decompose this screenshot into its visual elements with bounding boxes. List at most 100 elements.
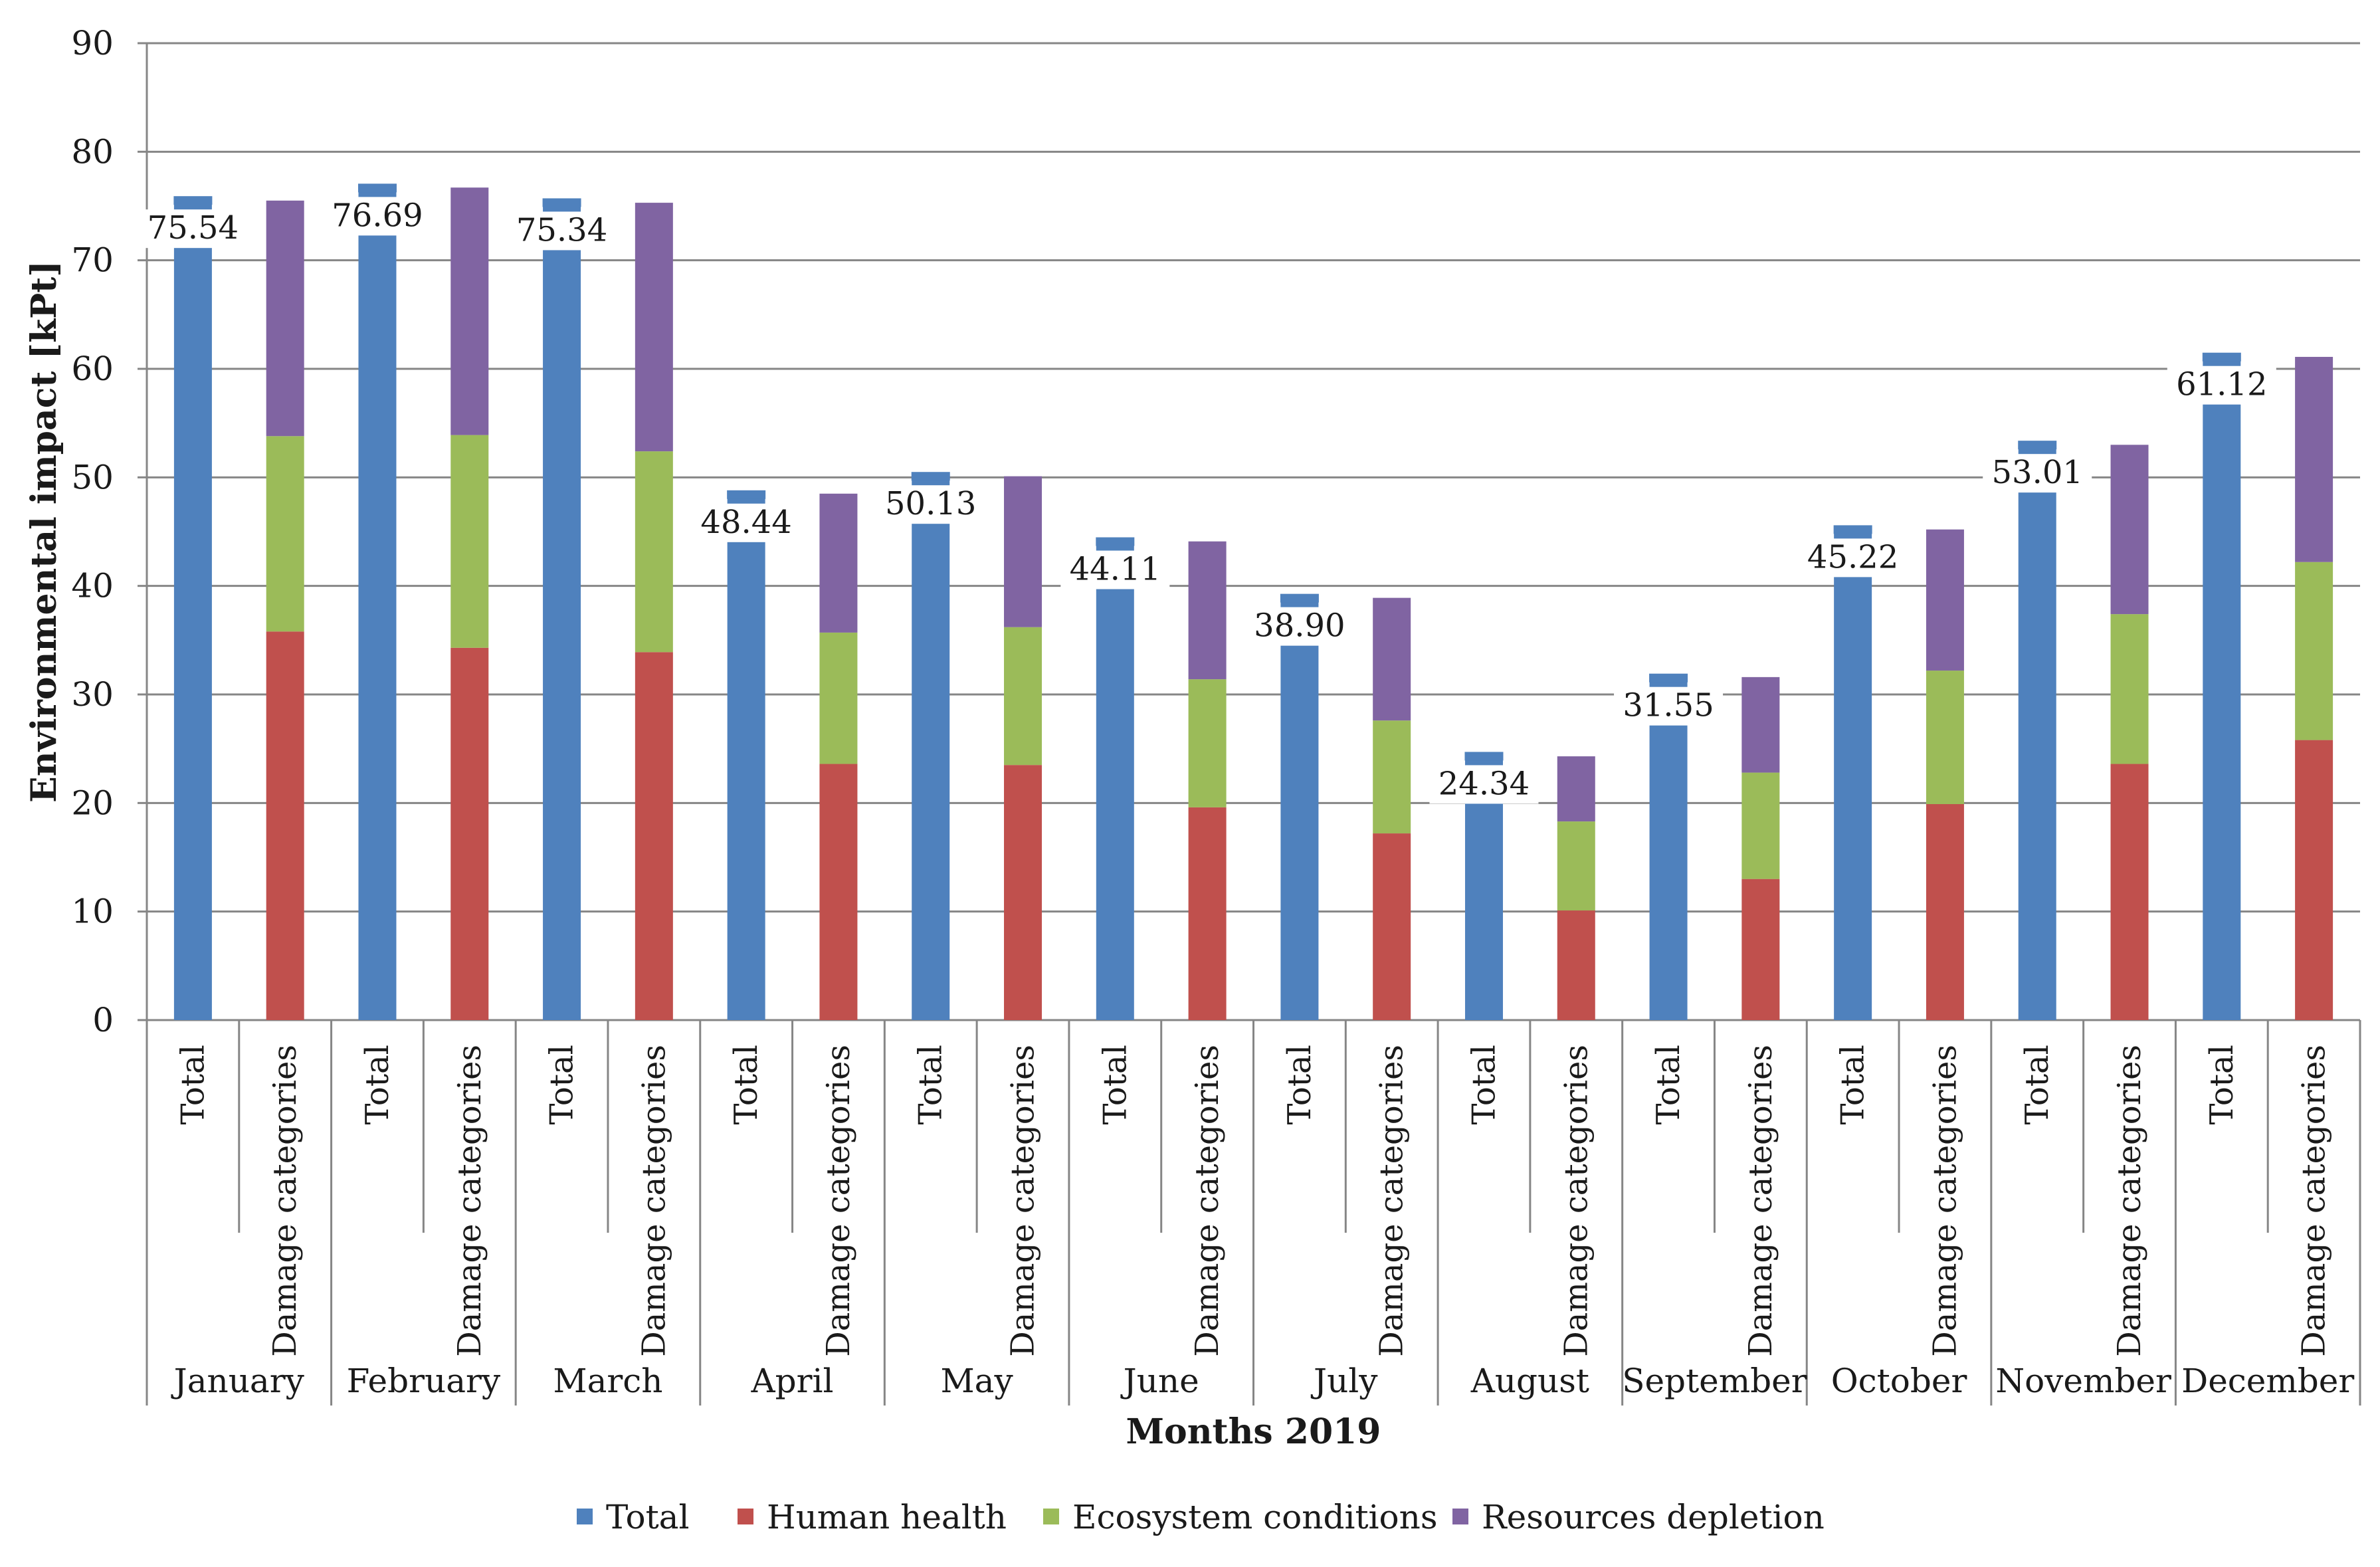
y-tick-label-80: 80 <box>71 132 114 171</box>
bar-resources-depletion-september <box>1741 677 1780 773</box>
x-label-damage-july: Damage categories <box>1373 1045 1411 1357</box>
bar-human-health-august <box>1557 910 1595 1020</box>
x-label-total-june: Total <box>1096 1045 1134 1124</box>
data-label-bg-january <box>138 209 248 249</box>
bar-human-health-october <box>1926 803 1964 1020</box>
y-tick-label-40: 40 <box>71 567 114 605</box>
legend-label-ecosystem-conditions: Ecosystem conditions <box>1072 1498 1438 1536</box>
x-axis-title: Months 2019 <box>1126 1411 1381 1452</box>
data-label-bg-april <box>692 503 801 542</box>
data-label-december: 61.12 <box>2176 366 2267 403</box>
x-label-total-march: Total <box>544 1045 581 1124</box>
bar-ecosystem-conditions-february <box>450 435 489 648</box>
x-label-total-january: Total <box>174 1045 211 1124</box>
bar-resources-depletion-march <box>635 203 673 452</box>
month-label-august: August <box>1470 1362 1589 1400</box>
bar-human-health-june <box>1188 807 1227 1020</box>
bar-human-health-december <box>2295 740 2333 1020</box>
x-label-damage-june: Damage categories <box>1189 1045 1226 1357</box>
x-label-damage-october: Damage categories <box>1926 1045 1963 1357</box>
data-label-bg-may <box>876 485 985 524</box>
y-tick-label-20: 20 <box>71 784 114 822</box>
bar-human-health-september <box>1741 879 1780 1020</box>
data-label-february: 76.69 <box>332 197 423 234</box>
x-label-damage-march: Damage categories <box>635 1045 672 1357</box>
bar-ecosystem-conditions-march <box>635 451 673 653</box>
month-label-july: July <box>1310 1362 1378 1400</box>
bar-ecosystem-conditions-september <box>1741 772 1780 879</box>
data-label-october: 45.22 <box>1807 538 1898 575</box>
x-label-damage-may: Damage categories <box>1005 1045 1042 1357</box>
month-label-june: June <box>1120 1362 1199 1400</box>
data-label-bg-october <box>1798 538 1908 577</box>
total-marker-july <box>1280 593 1319 603</box>
data-label-may: 50.13 <box>885 485 976 522</box>
x-label-total-may: Total <box>912 1045 949 1124</box>
x-label-damage-january: Damage categories <box>266 1045 304 1357</box>
bar-resources-depletion-august <box>1557 756 1595 822</box>
x-label-damage-november: Damage categories <box>2111 1045 2148 1357</box>
month-label-january: January <box>171 1362 305 1400</box>
legend-label-resources-depletion: Resources depletion <box>1482 1498 1825 1536</box>
bar-total-july <box>1280 597 1319 1020</box>
data-label-november: 53.01 <box>1992 454 2083 491</box>
y-tick-label-10: 10 <box>71 892 114 931</box>
total-marker-april <box>727 490 766 499</box>
total-marker-february <box>357 183 397 193</box>
bar-ecosystem-conditions-june <box>1188 679 1227 807</box>
bar-resources-depletion-november <box>2110 445 2149 615</box>
total-marker-september <box>1649 673 1688 682</box>
bar-resources-depletion-may <box>1004 476 1042 627</box>
month-label-november: November <box>1995 1362 2171 1400</box>
bar-human-health-july <box>1373 833 1411 1020</box>
x-label-total-august: Total <box>1465 1045 1502 1124</box>
data-label-bg-august <box>1429 765 1539 804</box>
bar-resources-depletion-april <box>819 493 858 633</box>
month-label-february: February <box>347 1362 501 1400</box>
total-marker-january <box>173 196 213 205</box>
legend-swatch-resources-depletion <box>1452 1509 1468 1524</box>
bar-ecosystem-conditions-november <box>2110 614 2149 764</box>
x-label-total-july: Total <box>1281 1045 1318 1124</box>
data-label-march: 75.34 <box>516 211 607 249</box>
data-label-bg-november <box>1983 454 2092 493</box>
x-label-total-february: Total <box>359 1045 396 1124</box>
bar-total-february <box>358 187 397 1020</box>
x-label-total-november: Total <box>2019 1045 2056 1124</box>
bar-resources-depletion-july <box>1373 597 1411 721</box>
bar-total-january <box>173 200 212 1021</box>
bar-human-health-april <box>819 764 858 1020</box>
data-label-july: 38.90 <box>1254 607 1345 645</box>
legend-label-human-health: Human health <box>767 1498 1007 1536</box>
data-label-april: 48.44 <box>700 504 791 541</box>
bar-total-november <box>2018 445 2056 1020</box>
total-marker-august <box>1464 752 1504 761</box>
month-label-october: October <box>1831 1362 1967 1400</box>
y-tick-label-90: 90 <box>71 24 114 62</box>
bar-total-march <box>543 202 581 1020</box>
bar-human-health-may <box>1004 765 1042 1020</box>
total-marker-june <box>1096 537 1135 546</box>
legend-swatch-total <box>577 1509 593 1524</box>
bar-resources-depletion-october <box>1926 529 1964 671</box>
data-label-august: 24.34 <box>1438 765 1530 802</box>
bar-human-health-november <box>2110 764 2149 1020</box>
bar-ecosystem-conditions-august <box>1557 821 1595 911</box>
data-label-bg-march <box>507 211 617 251</box>
total-marker-december <box>2202 352 2241 362</box>
bar-human-health-january <box>266 631 304 1020</box>
total-marker-may <box>911 472 950 481</box>
bar-human-health-march <box>635 652 673 1020</box>
data-label-september: 31.55 <box>1623 687 1714 724</box>
month-label-march: March <box>553 1362 662 1400</box>
x-label-damage-december: Damage categories <box>2296 1045 2333 1357</box>
data-label-bg-july <box>1244 607 1354 646</box>
bar-ecosystem-conditions-may <box>1004 627 1042 766</box>
bar-total-may <box>912 476 950 1020</box>
bar-ecosystem-conditions-october <box>1926 671 1964 804</box>
y-tick-label-30: 30 <box>71 675 114 714</box>
x-label-total-december: Total <box>2203 1045 2240 1124</box>
x-label-damage-february: Damage categories <box>451 1045 488 1357</box>
x-label-damage-april: Damage categories <box>820 1045 857 1357</box>
